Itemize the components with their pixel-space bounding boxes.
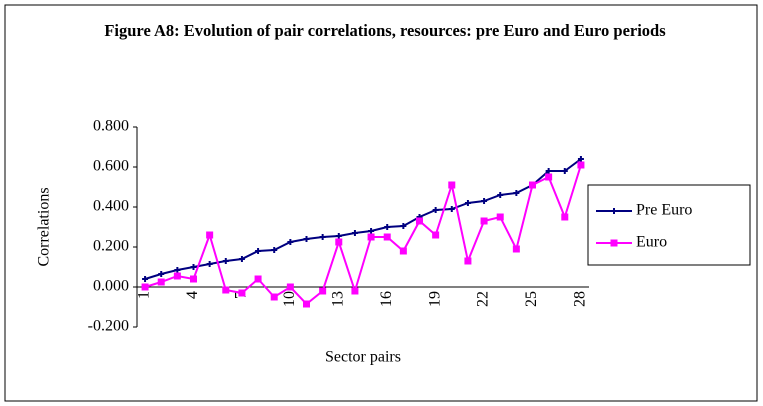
marker [254, 275, 262, 283]
marker [399, 247, 407, 255]
y-tick-label: 0.800 [93, 118, 129, 135]
x-tick-label: 13 [329, 291, 346, 307]
marker [480, 217, 488, 225]
x-tick-label: 22 [475, 291, 492, 307]
x-tick-label: 4 [184, 291, 201, 299]
marker [561, 168, 568, 174]
chart-frame [4, 4, 758, 402]
x-axis-title: Sector pairs [325, 349, 401, 366]
legend-box [587, 184, 751, 266]
marker [303, 300, 310, 308]
y-axis-title: Correlations [36, 187, 53, 266]
marker [384, 224, 391, 230]
marker [432, 207, 439, 213]
marker [497, 192, 504, 198]
marker [561, 213, 569, 221]
marker [400, 223, 407, 229]
marker [529, 181, 536, 189]
marker [287, 239, 294, 245]
marker [577, 161, 585, 169]
marker [206, 231, 214, 239]
marker [545, 173, 553, 181]
marker [335, 233, 342, 239]
marker [142, 276, 149, 282]
marker [238, 289, 246, 297]
marker [383, 233, 391, 241]
marker [158, 271, 165, 277]
marker [367, 233, 375, 241]
marker [157, 278, 165, 286]
marker [513, 190, 520, 196]
marker [271, 247, 278, 253]
marker [255, 248, 262, 254]
marker [319, 287, 327, 295]
x-tick-label: 28 [572, 291, 589, 307]
marker [351, 230, 358, 236]
marker [238, 256, 245, 262]
marker [174, 267, 181, 273]
series-line [144, 164, 582, 306]
chart-title: Figure A8: Evolution of pair correlation… [104, 21, 666, 40]
marker [464, 257, 472, 265]
marker [432, 231, 440, 239]
x-tick-label: 16 [378, 291, 395, 307]
marker [448, 206, 455, 212]
marker [286, 283, 294, 291]
y-tick-label: -0.200 [88, 318, 129, 335]
y-tick-label: 0.600 [93, 158, 129, 175]
x-tick-label: 10 [281, 291, 298, 307]
legend-marker [611, 208, 617, 214]
legend-label: Pre Euro [636, 202, 692, 219]
marker [545, 168, 552, 174]
marker [368, 228, 375, 234]
x-tick-label: 1 [136, 291, 153, 299]
marker [190, 275, 197, 283]
marker [416, 217, 423, 225]
marker [512, 245, 520, 253]
marker [577, 156, 584, 162]
marker [190, 264, 197, 270]
marker [351, 287, 359, 295]
y-tick-label: 0.400 [93, 198, 129, 215]
legend-label: Euro [636, 234, 667, 251]
marker [303, 236, 310, 242]
y-tick-label: 0.200 [93, 238, 129, 255]
marker [270, 293, 278, 301]
marker [481, 198, 488, 204]
marker [496, 213, 504, 221]
marker [206, 261, 213, 267]
marker [464, 200, 471, 206]
marker [335, 238, 343, 246]
y-tick-label: 0.000 [93, 278, 129, 295]
x-tick-label: 19 [426, 291, 443, 307]
marker [319, 234, 326, 240]
marker [222, 258, 229, 264]
marker [222, 286, 230, 294]
x-tick-label: 25 [523, 291, 540, 307]
marker [173, 272, 181, 280]
marker [141, 283, 149, 291]
legend-marker [610, 239, 618, 247]
marker [448, 181, 456, 189]
